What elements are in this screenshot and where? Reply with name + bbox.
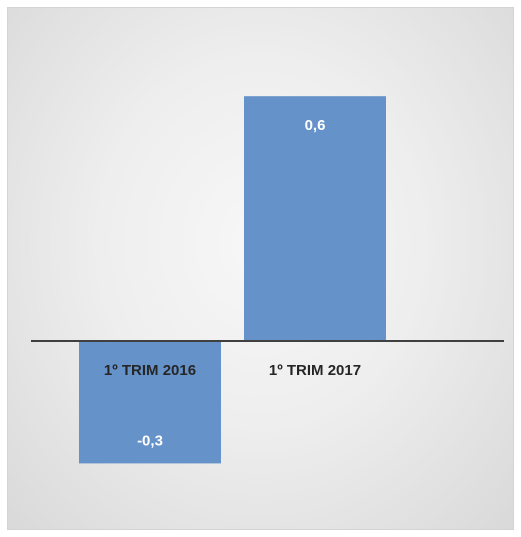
data-label-2: 0,6 bbox=[305, 117, 326, 134]
category-label-2: 1º TRIM 2017 bbox=[269, 362, 361, 379]
category-label-1: 1º TRIM 2016 bbox=[104, 362, 196, 379]
bar-chart: -0,3 1º TRIM 2016 0,6 1º TRIM 2017 bbox=[31, 96, 504, 464]
chart-area: -0,3 1º TRIM 2016 0,6 1º TRIM 2017 bbox=[7, 7, 514, 530]
bar-1 bbox=[79, 341, 221, 464]
bar-2 bbox=[244, 96, 386, 341]
data-label-1: -0,3 bbox=[137, 432, 163, 449]
